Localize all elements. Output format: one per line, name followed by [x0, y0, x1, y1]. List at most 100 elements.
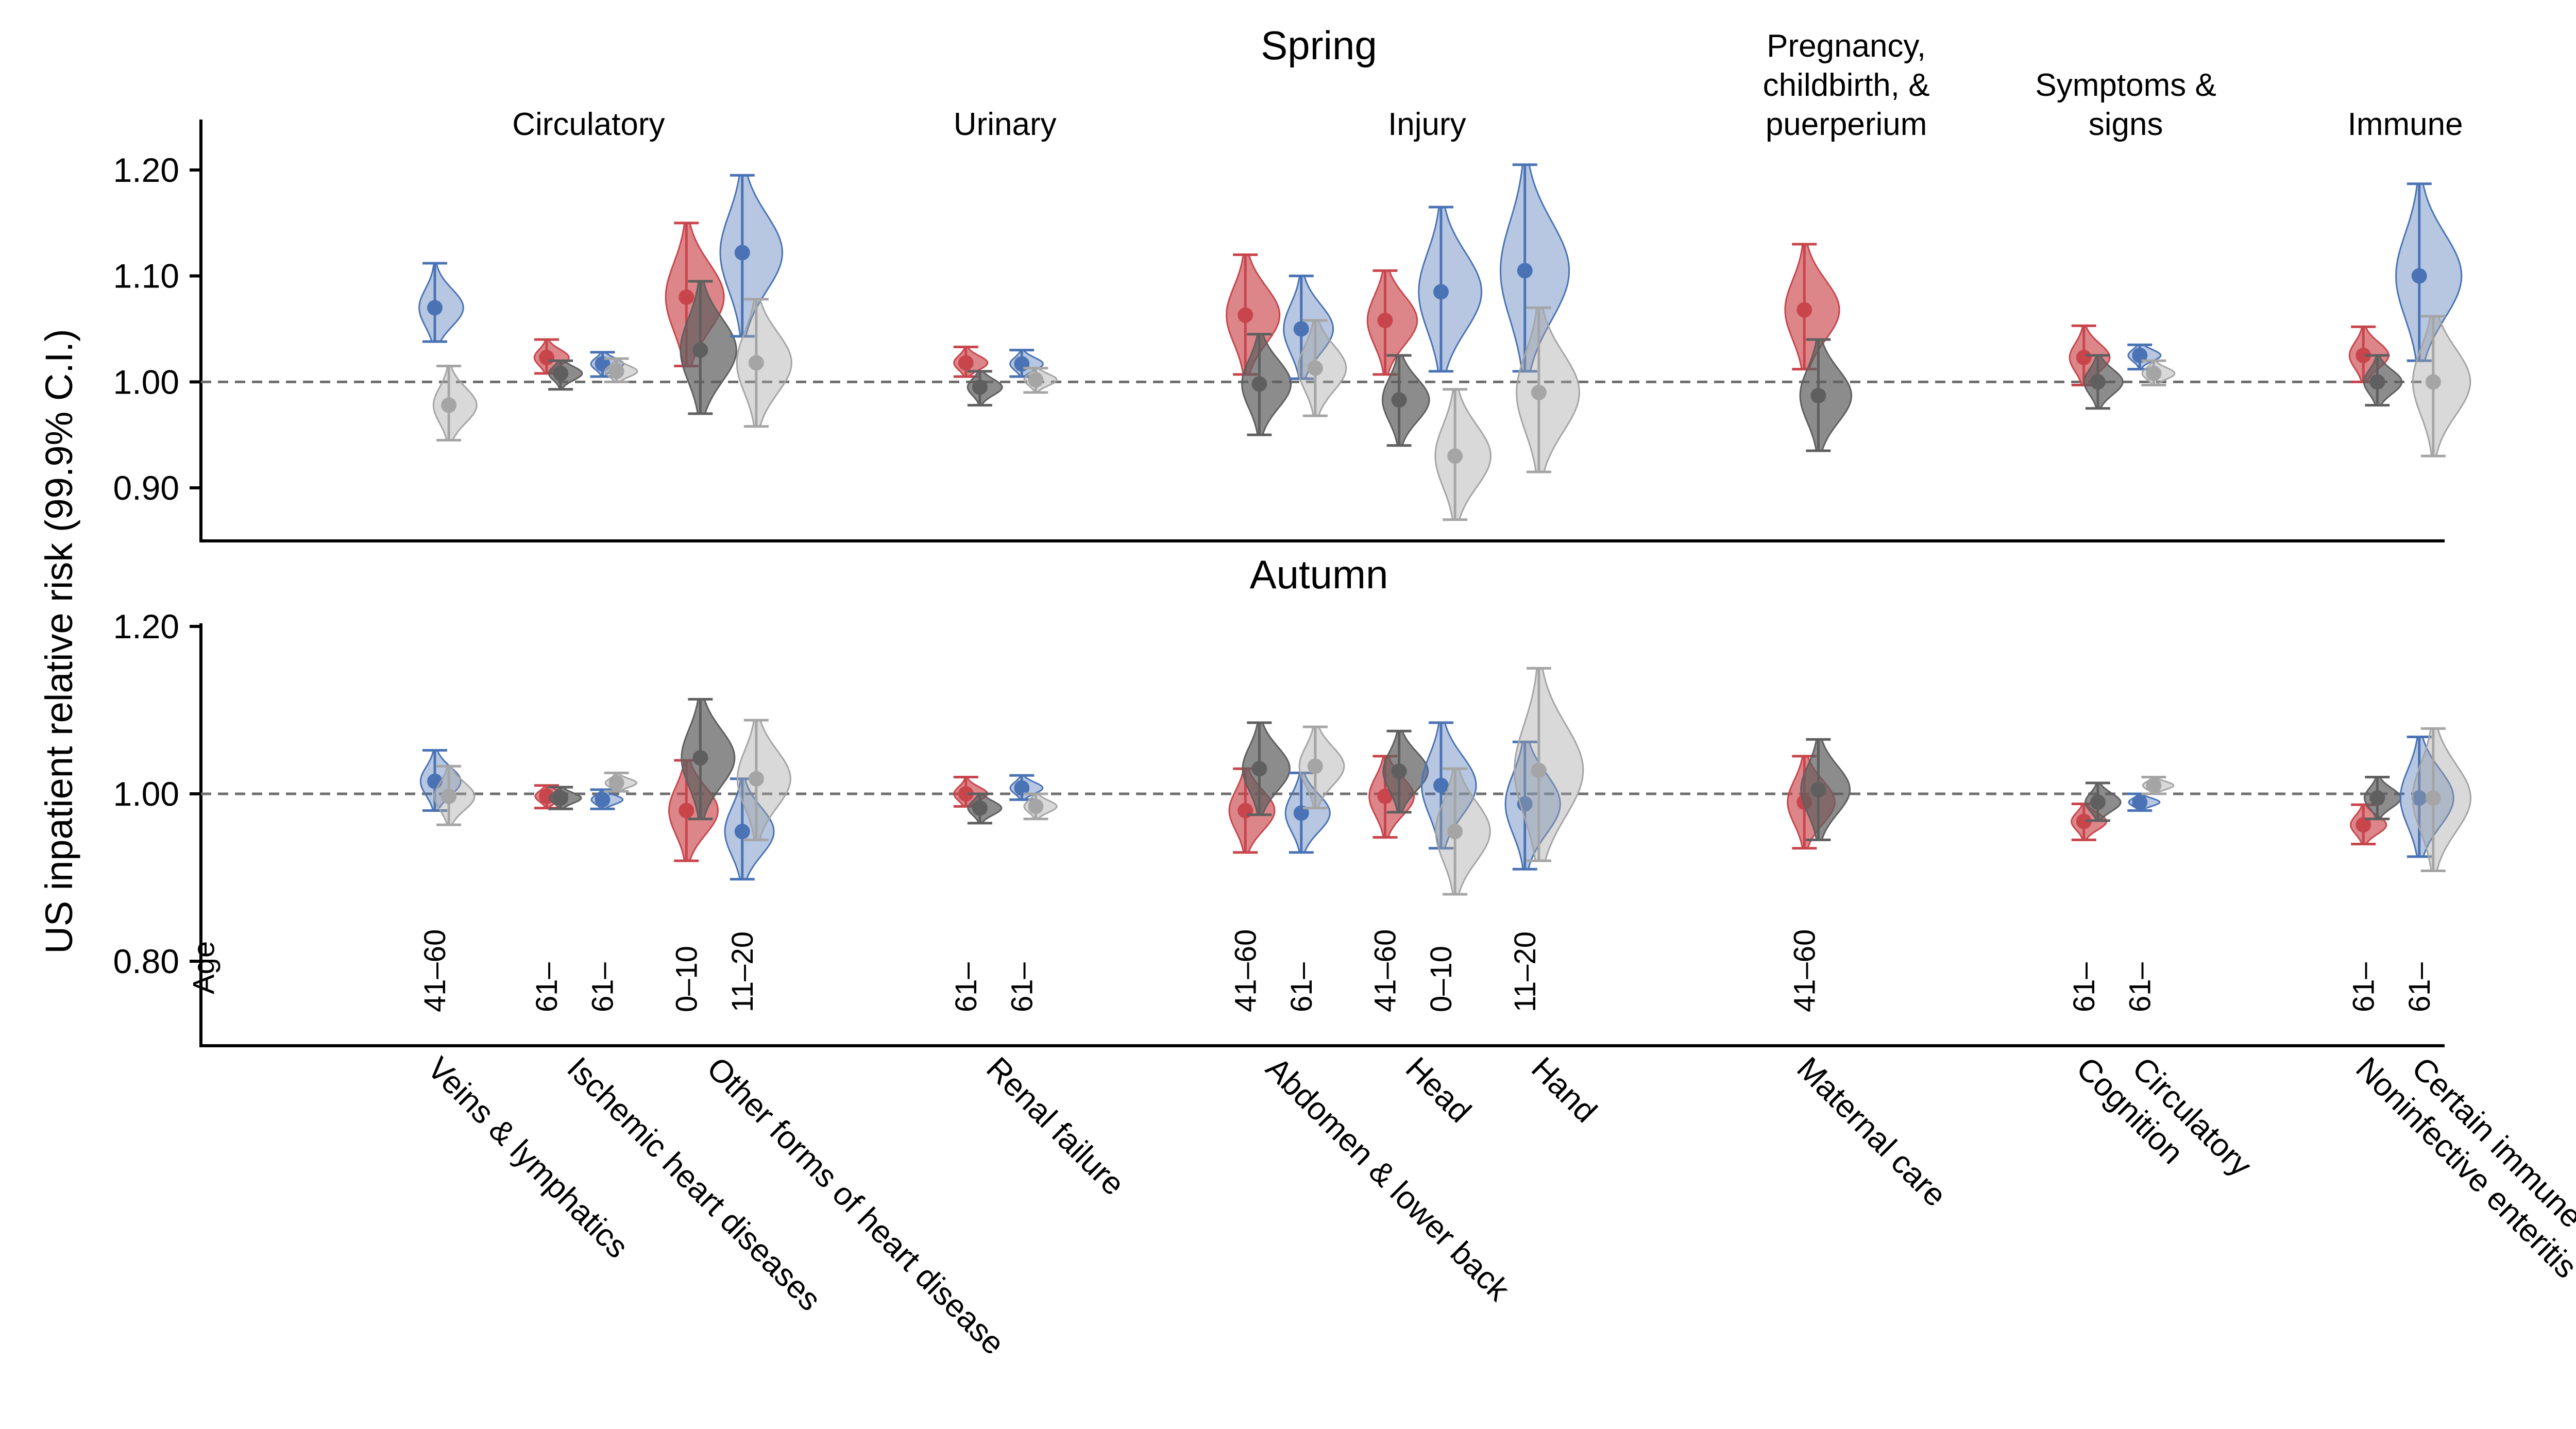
autumn-panel: 1.20 1.00 0.80 Autumn	[113, 552, 2472, 1047]
age-label: 11–20	[726, 931, 759, 1012]
age-header: Age	[187, 941, 221, 994]
violin-blue	[1418, 206, 1483, 373]
violin-dark	[967, 370, 1003, 407]
group-label: Immune	[2348, 107, 2463, 142]
violin-light	[1434, 388, 1492, 521]
point-estimate	[2369, 374, 2385, 390]
point-estimate	[1391, 763, 1407, 779]
point-estimate	[2090, 794, 2106, 810]
point-estimate	[553, 365, 569, 381]
point-estimate	[539, 350, 554, 366]
point-estimate	[1797, 302, 1812, 318]
violin-red	[1366, 269, 1418, 376]
category-label: Renal failure	[979, 1050, 1131, 1202]
violin-red	[1784, 243, 1840, 371]
point-estimate	[1447, 824, 1463, 840]
point-estimate	[1014, 780, 1030, 796]
y-tick-label: 0.90	[113, 469, 179, 507]
point-estimate	[734, 245, 750, 261]
violin-light	[2412, 315, 2471, 457]
point-estimate	[1307, 360, 1323, 376]
violin-dark	[1242, 721, 1291, 816]
violin-body	[1418, 206, 1483, 372]
point-estimate	[2355, 817, 2371, 833]
point-estimate	[734, 824, 750, 840]
panel-title: Spring	[1261, 23, 1377, 68]
violin-light	[434, 764, 476, 826]
violin-dark	[1799, 338, 1853, 452]
category-label: Maternal care	[1790, 1050, 1953, 1214]
violin-blue	[2127, 792, 2161, 812]
age-label: 0–10	[670, 946, 703, 1012]
point-estimate	[2132, 347, 2148, 363]
age-label: 61–	[2067, 962, 2101, 1012]
violin-dark	[2363, 354, 2403, 407]
point-estimate	[2425, 790, 2441, 806]
point-estimate	[1447, 448, 1463, 464]
point-estimate	[692, 342, 708, 358]
violin-light	[1435, 767, 1491, 896]
violin-light	[1516, 306, 1581, 473]
violin-blue	[590, 788, 624, 810]
violin-light	[432, 364, 478, 441]
category-label: Head	[1399, 1050, 1478, 1130]
category-label: Abdomen & lower back	[1259, 1050, 1517, 1308]
violin-light	[1023, 792, 1058, 821]
age-label: 61–	[1285, 962, 1318, 1012]
point-estimate	[958, 355, 974, 371]
violin-light	[1023, 367, 1058, 394]
age-label: 61–	[2123, 962, 2157, 1012]
violin-red	[2350, 803, 2387, 845]
point-estimate	[1293, 321, 1309, 337]
violin-light	[1514, 667, 1584, 862]
point-estimate	[1433, 777, 1449, 793]
age-label: 41–60	[1229, 929, 1262, 1012]
point-estimate	[748, 355, 764, 371]
violin-dark	[1381, 354, 1430, 447]
point-estimate	[958, 786, 974, 802]
age-label: 41–60	[1369, 929, 1402, 1012]
violin-light	[2141, 359, 2176, 387]
group-label: Circulatory	[512, 107, 665, 142]
violin-light	[2412, 727, 2472, 872]
point-estimate	[2411, 790, 2427, 806]
age-label: 61–	[1005, 962, 1039, 1012]
y-tick-label: 1.20	[113, 151, 179, 189]
group-label: Urinary	[954, 107, 1057, 142]
y-tick-label: 1.10	[113, 257, 179, 295]
point-estimate	[748, 771, 764, 787]
point-estimate	[2076, 813, 2092, 829]
point-estimate	[2411, 268, 2427, 284]
violin-red	[953, 345, 989, 378]
point-estimate	[1251, 761, 1267, 777]
point-estimate	[972, 800, 988, 816]
point-estimate	[1810, 781, 1826, 797]
violin-body	[1434, 388, 1492, 521]
point-estimate	[679, 289, 694, 305]
violin-dark	[548, 359, 583, 391]
point-estimate	[1391, 392, 1407, 408]
point-estimate	[1531, 384, 1547, 400]
point-estimate	[2076, 350, 2092, 366]
age-label: 61–	[2347, 962, 2380, 1012]
point-estimate	[2369, 790, 2385, 806]
age-label: 11–20	[1509, 931, 1542, 1012]
violin-dark	[548, 786, 582, 810]
y-tick-label: 1.20	[113, 607, 179, 645]
violin-blue	[418, 262, 464, 343]
age-label: 41–60	[418, 929, 452, 1012]
y-tick-label: 0.80	[113, 942, 179, 980]
point-estimate	[2146, 365, 2162, 381]
violin-body	[1784, 243, 1840, 370]
category-label: Hand	[1524, 1050, 1604, 1130]
point-estimate	[1307, 758, 1323, 774]
point-estimate	[427, 300, 443, 316]
y-tick-label: 1.00	[113, 775, 179, 813]
point-estimate	[595, 792, 611, 808]
violin-light	[736, 298, 792, 428]
point-estimate	[2425, 374, 2441, 390]
point-estimate	[2355, 347, 2371, 363]
violin-light	[604, 357, 638, 383]
point-estimate	[553, 790, 569, 806]
